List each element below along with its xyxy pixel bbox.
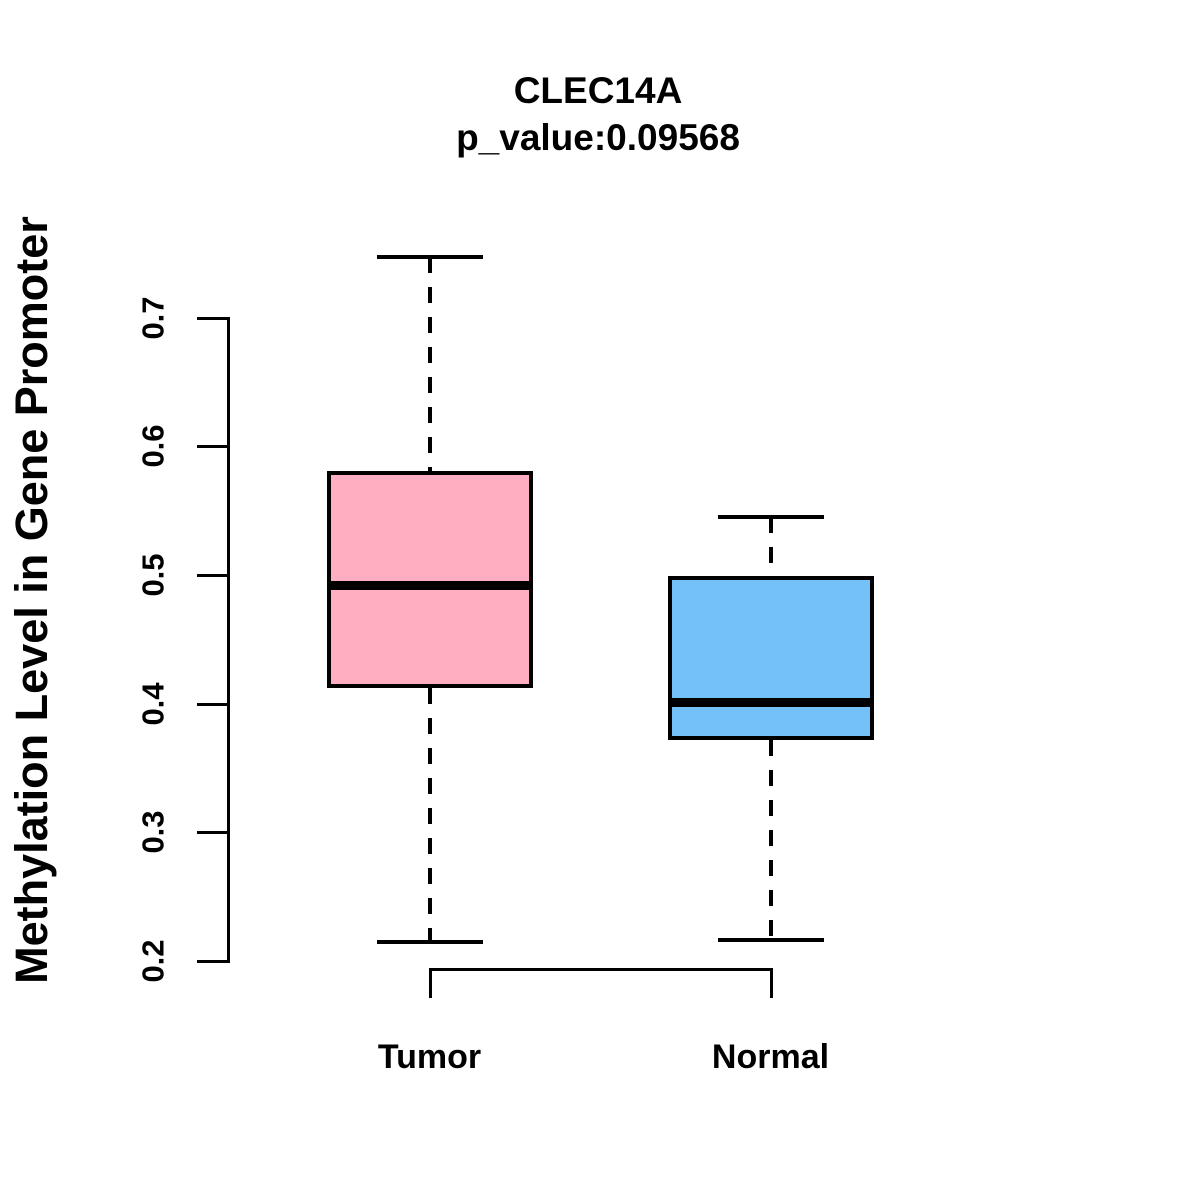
median-line-normal: [667, 698, 874, 708]
x-category-label-normal: Normal: [711, 1038, 830, 1076]
whisker-cap-lower-tumor: [376, 939, 483, 944]
whisker-upper-tumor: [427, 257, 432, 471]
y-tick-label: 0.7: [135, 295, 171, 340]
y-tick: [197, 702, 227, 706]
chart-subtitle: p_value:0.09568: [456, 117, 740, 158]
y-tick-label: 0.5: [135, 553, 171, 597]
x-category-label-tumor: Tumor: [377, 1038, 482, 1076]
whisker-lower-normal: [768, 739, 773, 941]
y-tick: [197, 316, 227, 320]
y-tick-label: 0.4: [135, 682, 171, 726]
box-normal: [667, 576, 874, 740]
chart-title: CLEC14A: [513, 70, 683, 111]
x-tick: [428, 968, 432, 998]
y-axis-label: Methylation Level in Gene Promoter: [6, 216, 57, 984]
y-tick-label: 0.6: [135, 424, 171, 468]
box-tumor: [326, 470, 533, 689]
y-axis-line: [227, 317, 230, 963]
x-axis-line: [428, 968, 773, 971]
y-tick: [197, 573, 227, 577]
x-tick: [769, 968, 773, 998]
whisker-lower-tumor: [427, 688, 432, 942]
y-tick-label: 0.3: [135, 810, 171, 854]
median-line-tumor: [326, 581, 533, 591]
whisker-cap-upper-tumor: [376, 255, 483, 259]
y-tick: [197, 445, 227, 449]
whisker-upper-normal: [768, 516, 773, 577]
whisker-cap-upper-normal: [717, 514, 824, 519]
whisker-cap-lower-normal: [717, 938, 824, 943]
y-tick: [197, 831, 227, 835]
y-tick-label: 0.2: [135, 939, 171, 983]
y-tick: [197, 960, 227, 963]
